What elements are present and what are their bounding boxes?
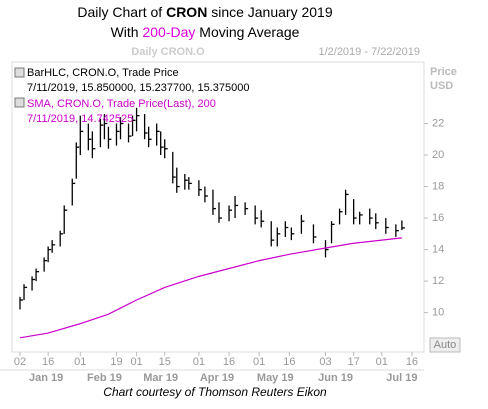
x-tick-label: 02 xyxy=(14,356,26,368)
x-tick-label: 17 xyxy=(348,356,360,368)
plot-frame xyxy=(11,61,425,353)
title-part: CRON xyxy=(166,4,207,20)
legend-icon xyxy=(14,67,25,78)
x-tick-label: 16 xyxy=(406,356,418,368)
caption: Chart courtesy of Thomson Reuters Eikon xyxy=(103,385,327,399)
x-tick-label: 19 xyxy=(110,356,122,368)
auto-button[interactable] xyxy=(429,337,461,353)
x-tick-label: 16 xyxy=(283,356,295,368)
legend-values: 7/11/2019, 15.850000, 15.237700, 15.3750… xyxy=(27,82,249,94)
sma-line xyxy=(19,237,402,339)
subtitle-part: With xyxy=(111,24,143,40)
x-tick-label: 15 xyxy=(159,356,171,368)
x-tick-label: 03 xyxy=(319,356,331,368)
x-tick-label: 01 xyxy=(376,356,388,368)
month-label: Mar 19 xyxy=(143,372,178,384)
chart-subtitle: With 200-Day Moving Average xyxy=(111,24,300,40)
legend-values: 7/11/2019, 14.742525 xyxy=(27,113,133,125)
instrument-label: Daily CRON.O xyxy=(131,46,205,58)
month-label: Jul 19 xyxy=(386,372,417,384)
month-label: May 19 xyxy=(257,372,294,384)
x-tick-label: 01 xyxy=(253,356,265,368)
legend-entry: SMA, CRON.O, Trade Price(Last), 200 xyxy=(27,98,216,110)
legend-entry: BarHLC, CRON.O, Trade Price xyxy=(27,67,179,79)
y-tick-label: 18 xyxy=(432,180,444,192)
month-label: Feb 19 xyxy=(87,372,122,384)
x-tick-label: 01 xyxy=(193,356,205,368)
y-tick-label: 20 xyxy=(432,149,444,161)
x-tick-label: 16 xyxy=(42,356,54,368)
auto-label: Auto xyxy=(434,339,457,351)
x-tick-label: 16 xyxy=(223,356,235,368)
unit-label: USD xyxy=(430,80,453,92)
x-tick-label: 01 xyxy=(130,356,142,368)
y-tick-label: 12 xyxy=(432,275,444,287)
x-tick-label: 01 xyxy=(74,356,86,368)
chart-title: Daily Chart of CRON since January 2019 xyxy=(77,4,332,20)
legend-icon xyxy=(14,97,25,108)
y-tick-label: 10 xyxy=(432,307,444,319)
month-label: Jun 19 xyxy=(318,372,353,384)
y-tick-label: 16 xyxy=(432,212,444,224)
y-tick-label: 22 xyxy=(432,117,444,129)
subtitle-part: Moving Average xyxy=(195,24,299,40)
title-part: since January 2019 xyxy=(207,4,333,20)
subtitle-part: 200-Day xyxy=(142,24,195,40)
title-part: Daily Chart of xyxy=(77,4,166,20)
month-label: Jan 19 xyxy=(29,372,63,384)
range-label: 1/2/2019 - 7/22/2019 xyxy=(318,46,420,58)
month-label: Apr 19 xyxy=(200,372,234,384)
unit-label: Price xyxy=(430,66,457,78)
y-tick-label: 14 xyxy=(432,243,444,255)
